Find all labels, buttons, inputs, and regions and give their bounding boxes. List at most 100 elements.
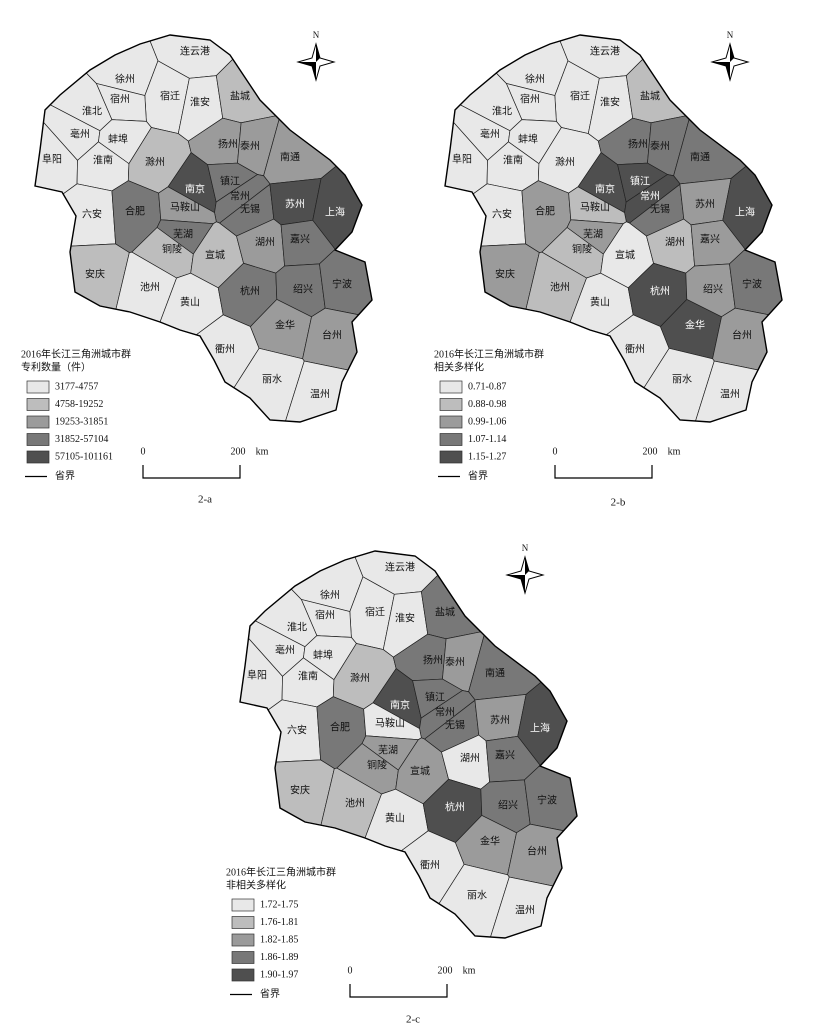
map-caption: 2-c [406, 1014, 420, 1026]
city-label: 六安 [492, 207, 512, 220]
city-label: 苏州 [285, 197, 305, 210]
map-caption: 2-b [611, 497, 626, 509]
city-label: 六安 [287, 723, 307, 736]
city-label: 滁州 [350, 671, 370, 684]
city-label: 连云港 [385, 560, 415, 573]
city-label: 上海 [530, 721, 550, 734]
city-label: 宣城 [410, 764, 430, 777]
city-label: 南京 [595, 182, 615, 195]
city-label: 温州 [720, 388, 740, 400]
legend-title: 非相关多样化 [226, 878, 286, 891]
legend-title: 相关多样化 [434, 360, 484, 373]
city-label: 蚌埠 [108, 132, 128, 145]
legend-boundary-label: 省界 [55, 469, 75, 482]
city-label: 嘉兴 [495, 748, 515, 761]
legend-label: 3177-4757 [55, 381, 98, 392]
city-label: 黄山 [180, 295, 200, 308]
city-label: 台州 [732, 328, 752, 341]
city-label: 淮北 [492, 105, 512, 117]
city-label: 滁州 [145, 155, 165, 168]
north-arrow-fill [712, 44, 734, 80]
city-label: 泰州 [240, 139, 260, 152]
city-label: 滁州 [555, 155, 575, 168]
city-label: 常州 [230, 189, 250, 202]
north-arrow-fill [298, 44, 320, 80]
city-label: 亳州 [480, 127, 500, 140]
city-label: 六安 [82, 207, 102, 220]
legend-swatch [26, 433, 50, 446]
city-label: 蚌埠 [313, 648, 333, 661]
legend-swatch [26, 380, 50, 394]
city-label: 蚌埠 [518, 132, 538, 145]
city-label: 徐州 [320, 588, 340, 601]
legend-label: 1.76-1.81 [260, 917, 298, 928]
city-label: 宿州 [520, 92, 540, 105]
legend-label: 1.90-1.97 [260, 969, 298, 980]
city-label: 常州 [435, 705, 455, 718]
city-label: 淮北 [82, 105, 102, 117]
legend-title: 2016年长江三角洲城市群 [434, 347, 544, 360]
scale-bar [142, 465, 241, 479]
north-label: N [313, 30, 320, 40]
legend-label: 19253-31851 [55, 416, 108, 427]
legend-label: 0.99-1.06 [468, 416, 506, 427]
legend-swatch [231, 933, 255, 947]
city-label: 盐城 [435, 605, 455, 618]
city-label: 绍兴 [293, 282, 313, 295]
legend-swatch [231, 968, 255, 982]
city-label: 嘉兴 [290, 232, 310, 245]
region-outline [34, 34, 373, 423]
city-label: 徐州 [525, 72, 545, 85]
city-label: 池州 [345, 796, 365, 809]
city-label: 绍兴 [703, 282, 723, 295]
region-outline [444, 34, 783, 423]
city-label: 金华 [685, 318, 705, 331]
map-caption: 2-a [198, 494, 212, 506]
legend-label: 57105-101161 [55, 451, 113, 462]
city-label: 湖州 [255, 236, 275, 248]
city-label: 杭州 [650, 284, 670, 297]
city-label: 台州 [322, 328, 342, 341]
city-label: 南京 [390, 698, 410, 711]
city-label: 黄山 [385, 811, 405, 824]
legend-swatch [26, 398, 50, 411]
city-label: 金华 [480, 834, 500, 847]
city-label: 衢州 [215, 343, 235, 355]
city-label: 淮南 [93, 153, 113, 166]
city-label: 无锡 [650, 202, 670, 215]
legend-swatch [439, 380, 463, 394]
legend-label: 1.82-1.85 [260, 934, 298, 945]
city-label: 宁波 [332, 277, 352, 290]
city-label: 南京 [185, 182, 205, 195]
city-label: 泰州 [445, 655, 465, 668]
city-label: 阜阳 [247, 668, 267, 681]
city-label: 连云港 [180, 44, 210, 57]
legend-label: 1.07-1.14 [468, 434, 506, 445]
city-label: 徐州 [115, 72, 135, 85]
city-label: 宁波 [742, 277, 762, 290]
city-label: 淮北 [287, 621, 307, 633]
city-label: 马鞍山 [375, 716, 405, 729]
city-label: 盐城 [230, 89, 250, 102]
city-label: 扬州 [423, 653, 443, 666]
city-label: 镇江 [630, 174, 650, 187]
city-label: 南通 [485, 666, 505, 679]
legend-label: 0.88-0.98 [468, 399, 506, 410]
city-label: 马鞍山 [170, 200, 200, 213]
city-label: 马鞍山 [580, 200, 610, 213]
city-label: 苏州 [695, 197, 715, 210]
city-label: 常州 [640, 189, 660, 202]
scale-bar [349, 984, 448, 998]
city-label: 镇江 [425, 690, 445, 703]
legend-swatch [439, 415, 463, 429]
city-label: 安庆 [495, 267, 515, 280]
legend-swatch [439, 398, 463, 411]
city-label: 芜湖 [378, 743, 398, 756]
city-label: 杭州 [445, 800, 465, 813]
city-label: 淮安 [190, 95, 210, 108]
legend-title: 2016年长江三角洲城市群 [21, 347, 131, 360]
city-label: 黄山 [590, 295, 610, 308]
city-label: 安庆 [85, 267, 105, 280]
city-label: 亳州 [275, 643, 295, 656]
city-label: 宣城 [615, 248, 635, 261]
